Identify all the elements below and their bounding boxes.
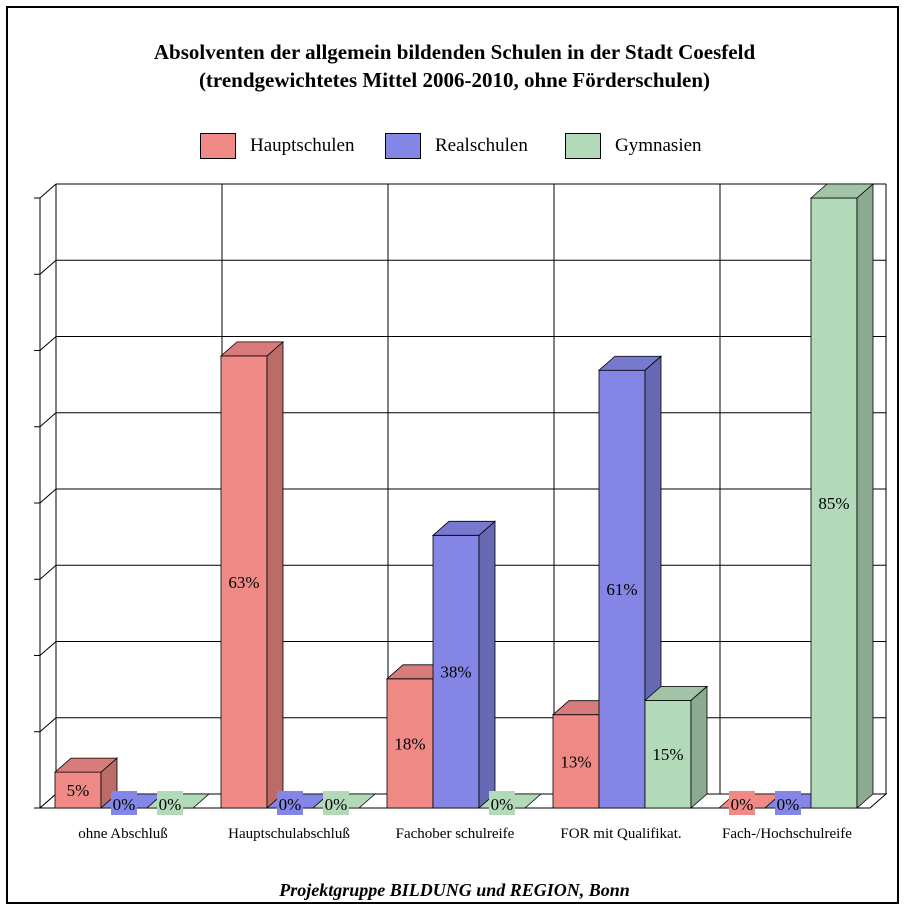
value-label: 0% — [159, 795, 182, 814]
value-label-bg — [438, 658, 474, 683]
legend-label-gymnasien: Gymnasien — [615, 135, 702, 156]
side-gridline — [39, 183, 57, 199]
value-label-bg — [558, 748, 594, 773]
value-label: 85% — [818, 494, 849, 513]
value-label: 15% — [652, 745, 683, 764]
bar-top — [431, 520, 497, 536]
value-label: 38% — [440, 663, 471, 682]
value-label-bg — [226, 568, 262, 593]
value-label-bg — [604, 576, 640, 601]
value-label: 0% — [325, 795, 348, 814]
side-gridline — [39, 488, 57, 504]
bar-top — [809, 183, 875, 199]
category-label: FOR mit Qualifikat. — [560, 826, 681, 842]
value-label-bg — [157, 791, 183, 815]
legend-swatch-realschulen — [385, 133, 421, 159]
chart-title: Absolventen der allgemein bildenden Schu… — [153, 40, 756, 64]
value-label-bg — [277, 791, 303, 815]
value-label-bg — [775, 791, 801, 815]
value-label-bg — [111, 791, 137, 815]
side-gridline — [39, 641, 57, 656]
side-gridline — [39, 259, 57, 275]
bar-top — [53, 757, 119, 773]
chart-title-block: Absolventen der allgemein bildenden Schu… — [0, 38, 909, 94]
legend-swatch-hauptschulen — [200, 133, 236, 159]
value-label-bg — [650, 741, 686, 766]
value-label: 0% — [731, 795, 754, 814]
bar-side — [856, 183, 874, 809]
legend-label-hauptschulen: Hauptschulen — [250, 135, 355, 156]
value-label: 0% — [279, 795, 302, 814]
chart-subtitle: (trendgewichtetes Mittel 2006-2010, ohne… — [198, 68, 711, 92]
legend-swatch-gymnasien — [565, 133, 601, 159]
value-label-bg — [323, 791, 349, 815]
legend-item-hauptschulen: Hauptschulen — [200, 130, 354, 162]
category-label: Fach-/Hochschulreife — [722, 826, 852, 842]
category-label: Fachober schulreife — [396, 826, 515, 842]
bar-top — [643, 685, 709, 701]
legend-item-realschulen: Realschulen — [385, 130, 528, 162]
side-gridline — [39, 717, 57, 733]
category-label: Hauptschulabschluß — [228, 826, 350, 842]
value-label-bg — [489, 791, 515, 815]
value-label-bg — [65, 777, 91, 802]
value-label-bg — [392, 730, 428, 755]
value-label: 18% — [394, 734, 425, 753]
bar-top — [219, 341, 285, 357]
legend: Hauptschulen Realschulen Gymnasien — [0, 130, 909, 162]
bar-side — [690, 685, 708, 809]
bar-top — [597, 355, 663, 371]
side-gridline — [39, 336, 57, 351]
bar-side — [478, 520, 496, 809]
legend-label-realschulen: Realschulen — [435, 135, 528, 156]
side-gridline — [39, 564, 57, 580]
value-label: 13% — [560, 752, 591, 771]
category-label: ohne Abschluß — [78, 826, 168, 842]
value-label: 0% — [491, 795, 514, 814]
value-label-bg — [816, 490, 852, 514]
value-label: 63% — [228, 573, 259, 592]
footer-credit: Projektgruppe BILDUNG und REGION, Bonn — [279, 880, 630, 900]
value-label: 0% — [113, 795, 136, 814]
value-label-bg — [729, 791, 755, 815]
legend-item-gymnasien: Gymnasien — [565, 130, 702, 162]
value-label: 5% — [67, 781, 90, 800]
value-label: 0% — [777, 795, 800, 814]
value-label: 61% — [606, 580, 637, 599]
bar-side — [266, 341, 284, 809]
side-gridline — [39, 412, 57, 428]
